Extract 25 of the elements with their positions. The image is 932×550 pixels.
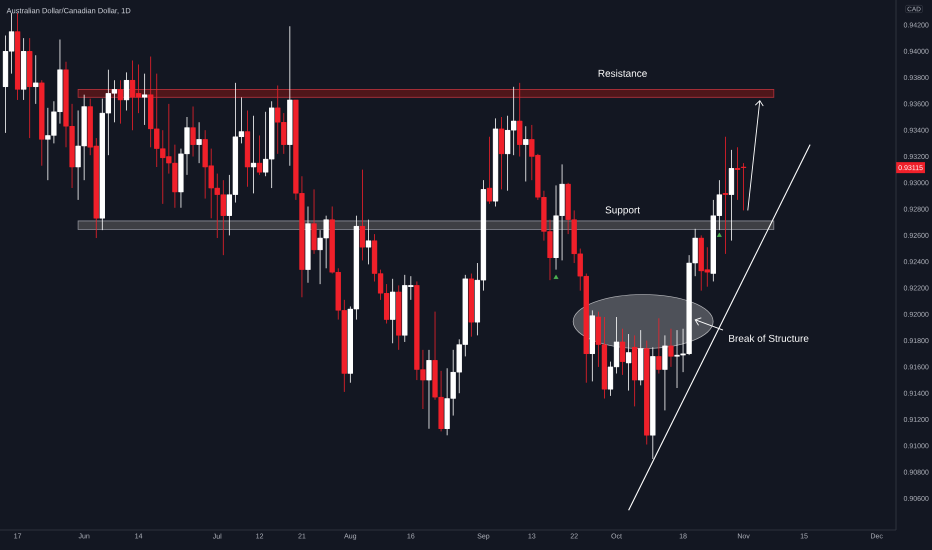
- candlestick: [196, 122, 202, 164]
- annotation: Break of Structure: [729, 334, 808, 342]
- candlestick: [426, 349, 432, 430]
- candlestick: [740, 162, 746, 211]
- candlestick: [118, 80, 124, 124]
- candlestick: [722, 136, 728, 254]
- candlestick: [124, 72, 130, 111]
- candlestick: [517, 82, 522, 157]
- candlestick: [734, 146, 740, 200]
- candlestick: [656, 318, 662, 374]
- candlestick: [360, 169, 366, 261]
- candlestick: [256, 135, 262, 176]
- candlestick: [486, 136, 492, 204]
- candlestick: [668, 328, 674, 368]
- band-label: Support: [606, 206, 640, 216]
- candlestick: [523, 126, 528, 182]
- candlestick: [626, 334, 632, 391]
- candlestick: [366, 219, 372, 265]
- candlestick: [142, 73, 148, 126]
- candlestick: [33, 54, 38, 104]
- candlestick: [662, 334, 668, 411]
- candlestick: [620, 328, 626, 376]
- candlestick: [250, 115, 256, 194]
- band-label: Resistance: [598, 70, 647, 77]
- candlestick: [190, 106, 196, 157]
